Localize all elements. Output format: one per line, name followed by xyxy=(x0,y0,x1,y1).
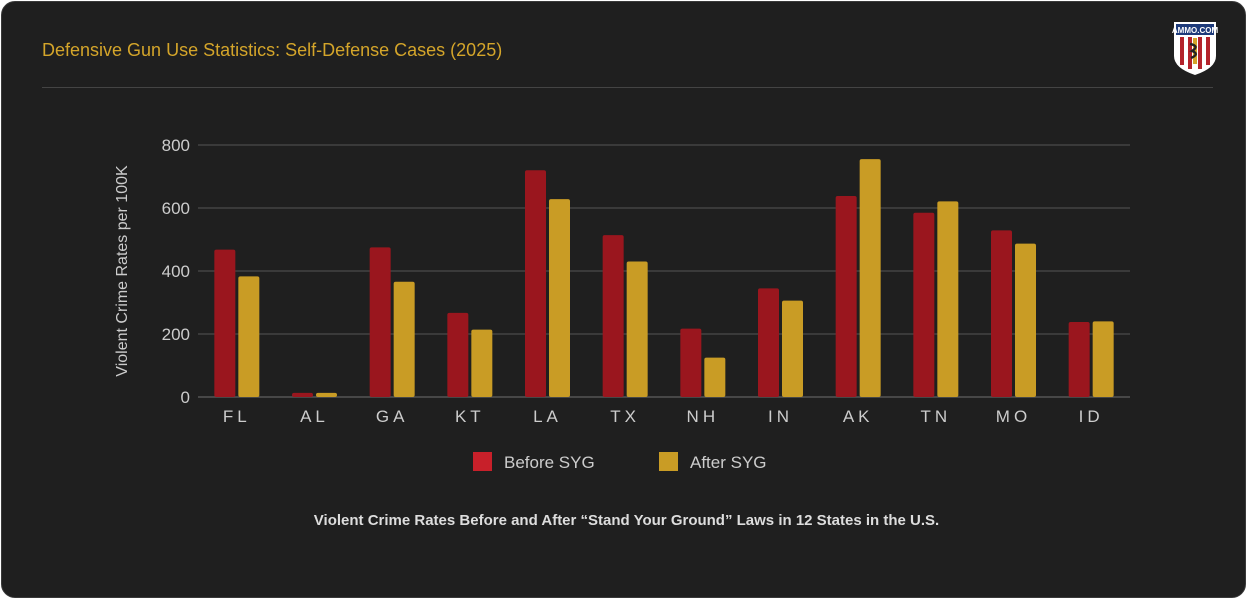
bar-TX-after[interactable] xyxy=(626,261,648,397)
x-tick-label: ID xyxy=(1079,407,1104,426)
page-title: Defensive Gun Use Statistics: Self-Defen… xyxy=(42,40,503,60)
y-tick-label: 0 xyxy=(181,388,190,407)
bar-IN-before[interactable] xyxy=(758,288,779,397)
x-tick-label: AK xyxy=(843,407,874,426)
bar-AL-before[interactable] xyxy=(292,392,313,397)
y-tick-label: 600 xyxy=(162,199,190,218)
header-divider xyxy=(42,87,1213,88)
bar-MO-before[interactable] xyxy=(991,230,1012,397)
bar-IN-after[interactable] xyxy=(782,300,803,397)
bar-AK-before[interactable] xyxy=(835,196,857,397)
x-tick-label: AL xyxy=(300,407,329,426)
bar-AK-after[interactable] xyxy=(859,159,881,397)
x-tick-label: KT xyxy=(455,407,485,426)
bar-AL-after[interactable] xyxy=(316,392,337,397)
chart-caption: Violent Crime Rates Before and After “St… xyxy=(313,512,940,529)
y-tick-label: 200 xyxy=(162,325,190,344)
ammo-logo: AMMO.COM xyxy=(1172,20,1218,81)
bar-FL-after[interactable] xyxy=(238,276,260,397)
x-tick-label: FL xyxy=(223,407,251,426)
bar-NH-after[interactable] xyxy=(704,357,726,397)
x-tick-label: IN xyxy=(768,407,793,426)
bar-ID-after[interactable] xyxy=(1092,321,1114,397)
bar-TX-before[interactable] xyxy=(602,235,624,397)
x-tick-label: NH xyxy=(687,407,720,426)
bar-FL-before[interactable] xyxy=(214,249,236,397)
legend-label[interactable]: Before SYG xyxy=(504,453,595,472)
x-tick-label: TN xyxy=(920,407,951,426)
x-tick-label: GA xyxy=(376,407,409,426)
bar-ID-before[interactable] xyxy=(1068,322,1090,397)
y-tick-label: 800 xyxy=(162,136,190,155)
legend-label[interactable]: After SYG xyxy=(690,453,767,472)
legend-swatch xyxy=(659,452,678,471)
bar-KT-before[interactable] xyxy=(447,312,469,397)
x-tick-label: MO xyxy=(996,407,1031,426)
x-tick-label: TX xyxy=(610,407,640,426)
bar-TN-before[interactable] xyxy=(913,212,935,397)
legend-swatch xyxy=(473,452,492,471)
bar-GA-after[interactable] xyxy=(393,281,415,397)
bar-KT-after[interactable] xyxy=(471,329,493,397)
svg-text:AMMO.COM: AMMO.COM xyxy=(1172,26,1218,35)
bar-LA-after[interactable] xyxy=(549,199,570,397)
bar-MO-after[interactable] xyxy=(1015,243,1036,397)
bar-TN-after[interactable] xyxy=(937,201,959,397)
y-axis-label: Violent Crime Rates per 100K xyxy=(114,165,131,377)
x-tick-label: LA xyxy=(533,407,562,426)
bar-NH-before[interactable] xyxy=(680,328,702,397)
bar-LA-before[interactable] xyxy=(525,170,546,397)
y-tick-label: 400 xyxy=(162,262,190,281)
bar-GA-before[interactable] xyxy=(369,247,391,397)
